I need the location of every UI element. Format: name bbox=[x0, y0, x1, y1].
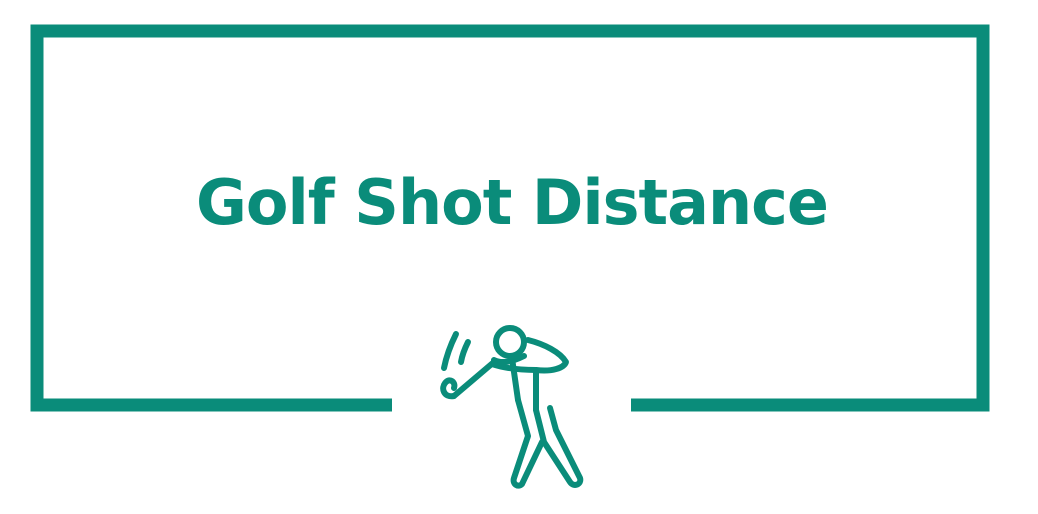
page-title: Golf Shot Distance bbox=[196, 166, 829, 239]
golfer-swing-icon bbox=[432, 318, 592, 494]
